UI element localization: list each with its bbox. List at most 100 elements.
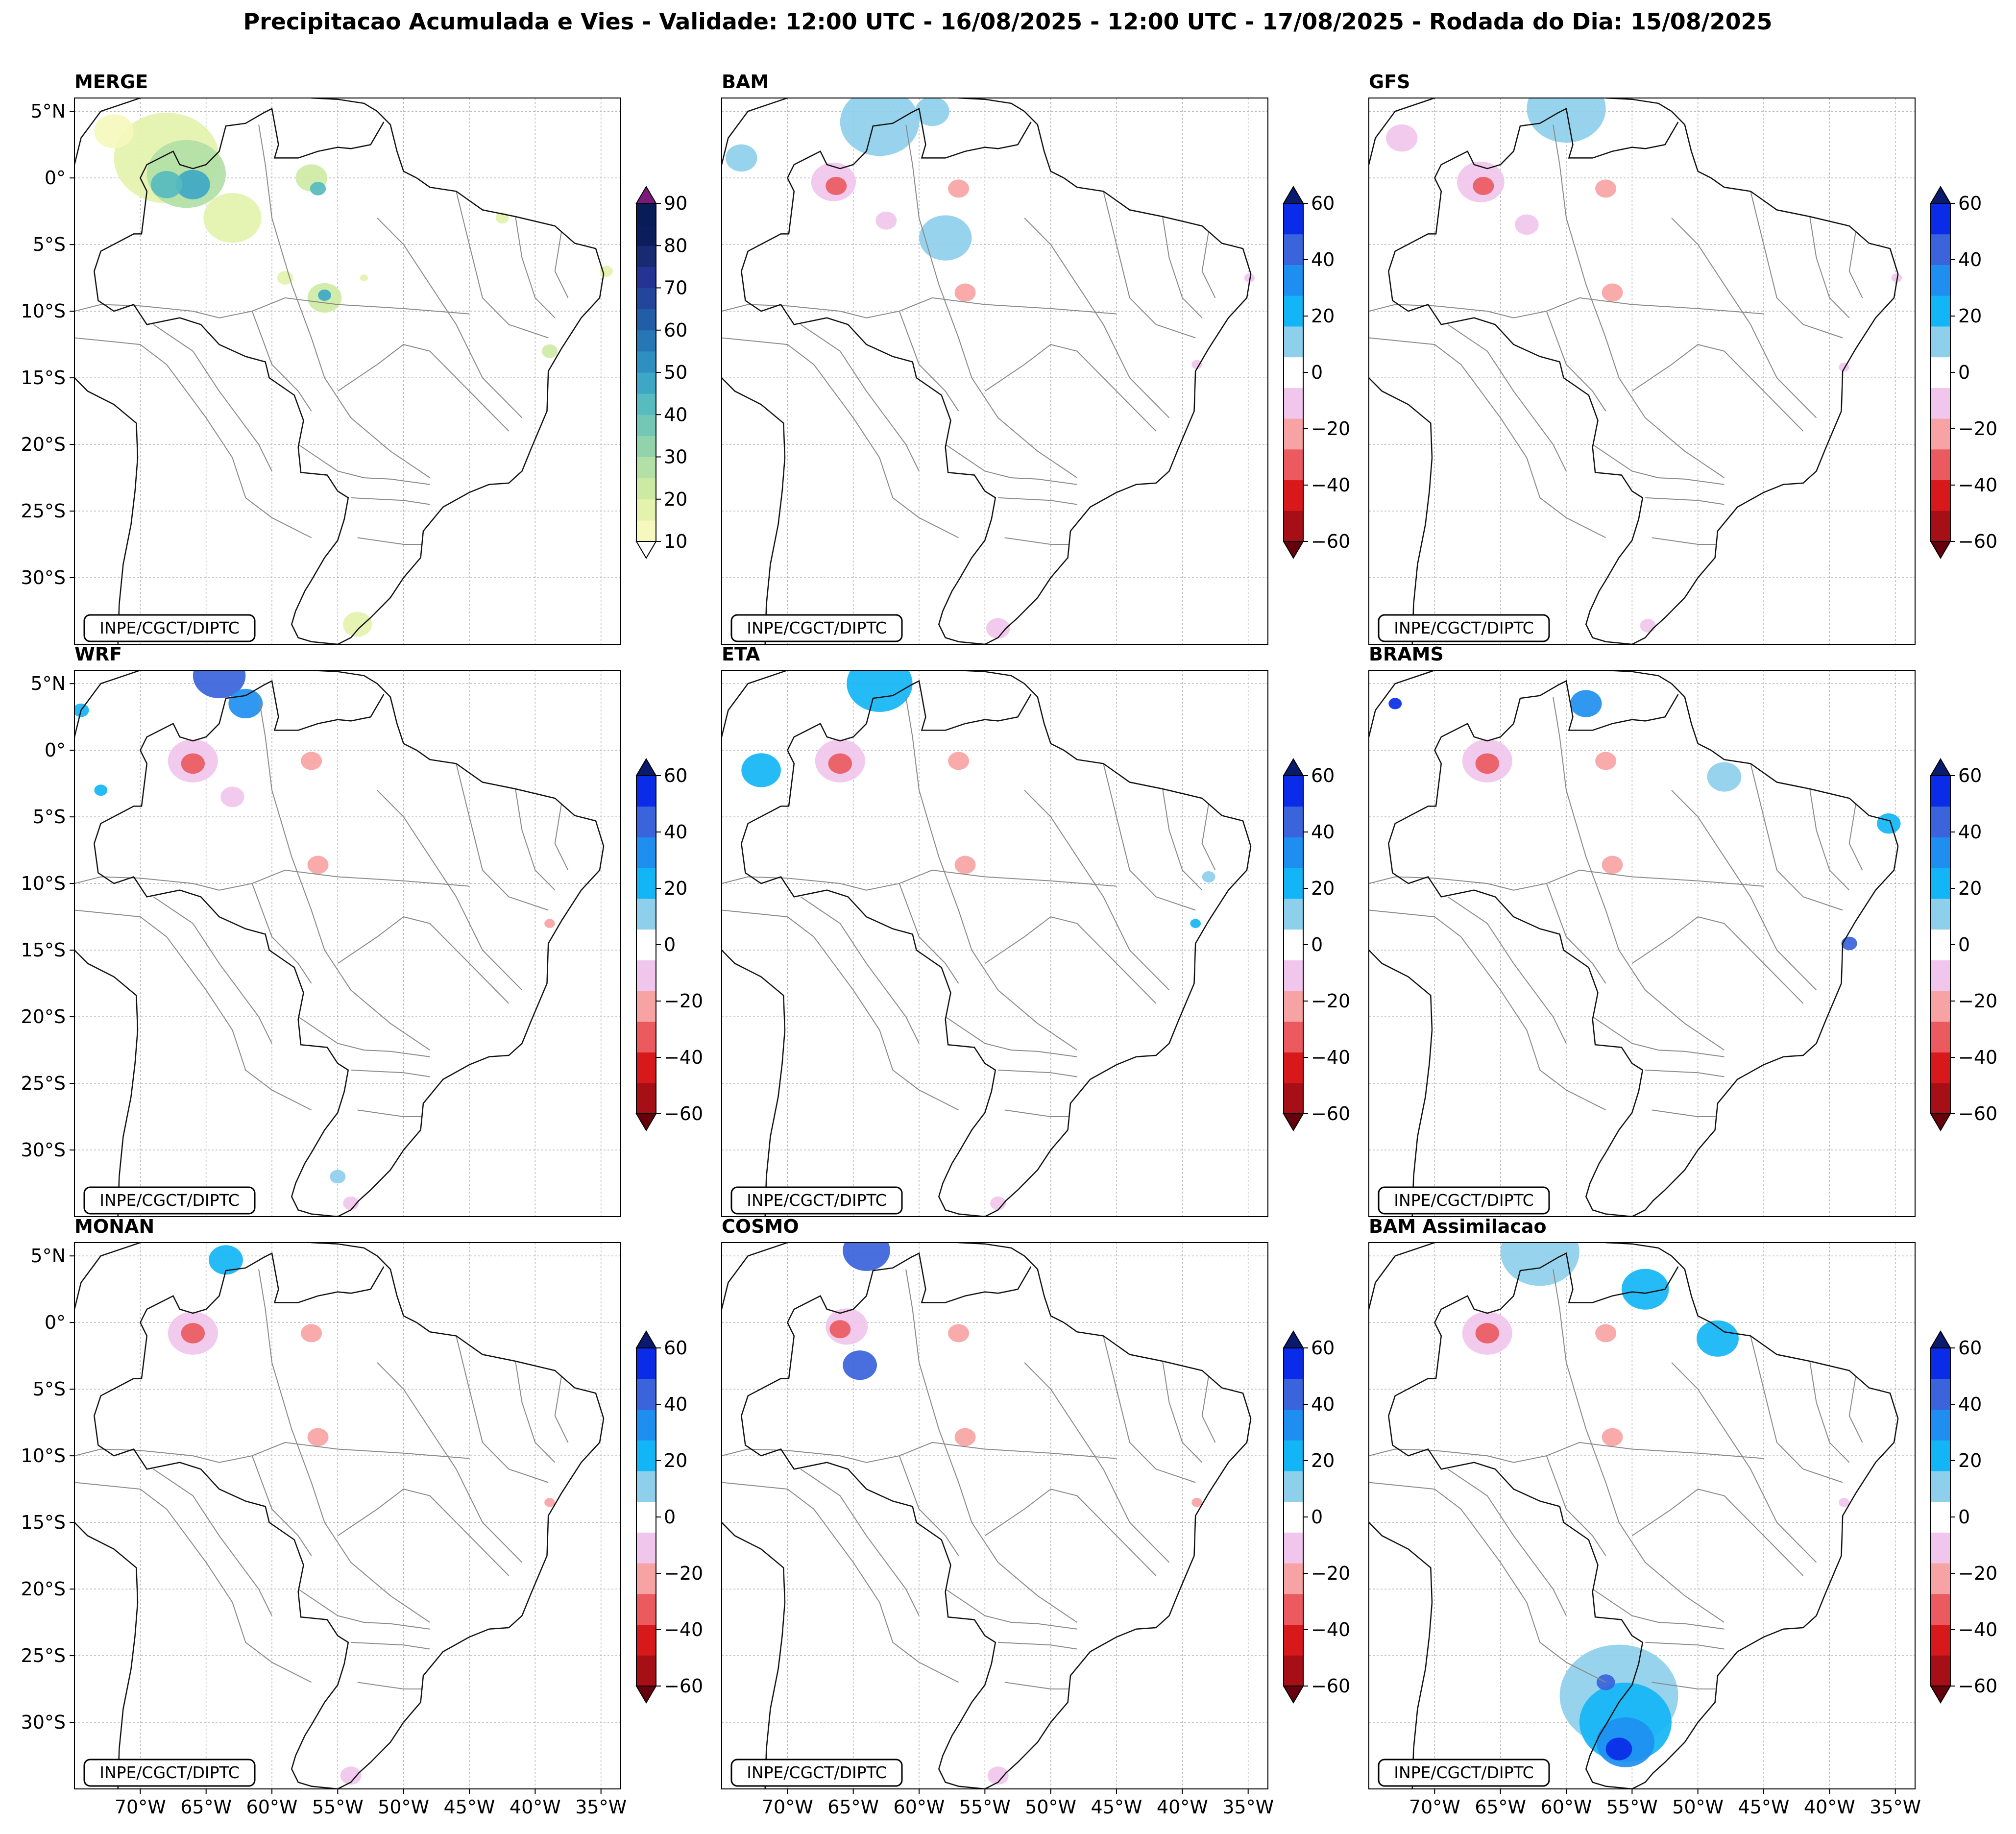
state-border bbox=[1024, 218, 1170, 418]
lon-tick-label: 45°W bbox=[444, 1796, 495, 1818]
colorbar-segment bbox=[1284, 991, 1303, 1022]
data-cell bbox=[1595, 752, 1617, 770]
colorbar-segment bbox=[1284, 1593, 1303, 1625]
state-border bbox=[1024, 790, 1170, 991]
colorbar-tick-label: −40 bbox=[664, 1047, 703, 1068]
colorbar-tick-label: −60 bbox=[1311, 1103, 1350, 1125]
pacific-coastline bbox=[722, 949, 786, 1217]
colorbar-segment bbox=[1284, 929, 1303, 960]
colorbar-tick-label: −60 bbox=[1311, 1675, 1350, 1697]
data-cell bbox=[1602, 1428, 1623, 1446]
pacific-coastline bbox=[1369, 377, 1433, 644]
state-border bbox=[1553, 1269, 1725, 1623]
colorbar-segment bbox=[1931, 388, 1950, 419]
credit-label: INPE/CGCT/DIPTC bbox=[1394, 1191, 1534, 1210]
data-cell bbox=[954, 1428, 976, 1446]
map-frame bbox=[1368, 1242, 1916, 1789]
colorbar-segment bbox=[636, 776, 656, 807]
colorbar-tick-label: 40 bbox=[664, 1394, 687, 1415]
colorbar-segment bbox=[636, 351, 656, 373]
map-frame bbox=[74, 1242, 621, 1789]
colorbar-segment bbox=[636, 1378, 656, 1410]
colorbar-segment bbox=[1931, 326, 1950, 358]
state-border bbox=[998, 497, 1077, 505]
state-border bbox=[1848, 803, 1863, 871]
colorbar-segment bbox=[1931, 991, 1950, 1022]
colorbar-tick-label: 20 bbox=[1311, 305, 1335, 327]
data-cell bbox=[1877, 813, 1901, 834]
coastline bbox=[1369, 1243, 1899, 1789]
map-frame bbox=[721, 1242, 1268, 1789]
state-border bbox=[258, 124, 430, 478]
state-border bbox=[153, 324, 272, 471]
lon-tick-label: 35°W bbox=[1870, 1796, 1921, 1818]
colorbar-tick-label: −20 bbox=[1311, 1563, 1350, 1584]
colorbar-segment bbox=[636, 499, 656, 521]
colorbar-tick-label: 30 bbox=[664, 446, 687, 468]
state-border bbox=[1546, 1455, 1606, 1556]
colorbar-segment bbox=[636, 1593, 656, 1625]
lon-tick-label: 70°W bbox=[762, 1796, 813, 1818]
colorbar-tick-label: −60 bbox=[1958, 531, 1997, 552]
data-cell bbox=[1602, 856, 1623, 874]
credit-label: INPE/CGCT/DIPTC bbox=[99, 618, 240, 637]
state-border bbox=[945, 1589, 1077, 1630]
data-cell bbox=[330, 1170, 346, 1184]
colorbar-segment bbox=[1931, 1409, 1950, 1441]
colorbar-segment bbox=[1284, 1501, 1303, 1533]
colorbar: −60 −40 −20 0 20 40 60 bbox=[635, 1330, 703, 1704]
state-border bbox=[1546, 883, 1606, 984]
data-cell bbox=[209, 1245, 243, 1275]
state-border bbox=[1631, 1489, 1804, 1576]
pacific-coastline bbox=[722, 1521, 786, 1789]
colorbar: −60 −40 −20 0 20 40 60 bbox=[1283, 1330, 1350, 1704]
credit-box bbox=[730, 614, 903, 642]
data-cell bbox=[1621, 1269, 1669, 1310]
state-border bbox=[351, 1069, 430, 1077]
map-area bbox=[722, 1243, 1268, 1789]
colorbar-segment bbox=[1284, 868, 1303, 899]
lat-tick-label: 20°S bbox=[21, 1578, 66, 1600]
colorbar-segment bbox=[1931, 1083, 1950, 1114]
map-panel-monan: MONAN INPE/CGCT/DIPTC 5°N 0° 5°S 10°S 15°S 20°S… bbox=[21, 1216, 704, 1818]
state-border bbox=[1369, 909, 1606, 1111]
state-border bbox=[153, 896, 272, 1044]
data-cell bbox=[741, 753, 781, 787]
colorbar-tick-label: 40 bbox=[664, 404, 687, 425]
lat-tick-label: 15°S bbox=[21, 367, 66, 389]
state-border bbox=[984, 344, 1157, 432]
colorbar: −60 −40 −20 0 20 40 60 bbox=[1283, 758, 1350, 1131]
credit-label: INPE/CGCT/DIPTC bbox=[1394, 1763, 1534, 1782]
colorbar-tick-label: 20 bbox=[1958, 1450, 1982, 1471]
coastline bbox=[722, 98, 1252, 644]
state-border bbox=[74, 337, 312, 538]
colorbar-segment bbox=[1284, 1409, 1303, 1441]
colorbar-segment bbox=[1931, 929, 1950, 960]
state-border bbox=[1369, 869, 1764, 891]
colorbar-tick-label: 20 bbox=[1311, 878, 1335, 899]
lon-tick-label: 55°W bbox=[312, 1796, 364, 1818]
colorbar-tick-label: −40 bbox=[664, 1619, 703, 1640]
credit-label: INPE/CGCT/DIPTC bbox=[747, 1763, 887, 1782]
lat-tick-label: 25°S bbox=[21, 1645, 66, 1666]
colorbar-tick-label: 0 bbox=[1311, 362, 1323, 383]
data-cell bbox=[94, 114, 134, 148]
colorbar-tick-label: 60 bbox=[1311, 193, 1335, 214]
lon-tick-label: 50°W bbox=[378, 1796, 429, 1818]
lat-tick-label: 20°S bbox=[21, 1006, 66, 1027]
coastline bbox=[722, 1243, 1252, 1789]
colorbar-segment bbox=[1931, 960, 1950, 991]
lon-tick-label: 55°W bbox=[1606, 1796, 1658, 1818]
map-area bbox=[1369, 670, 1915, 1217]
state-border bbox=[74, 1482, 312, 1683]
state-border bbox=[337, 344, 510, 432]
colorbar-tick-label: 60 bbox=[1958, 1337, 1982, 1359]
data-cell bbox=[600, 265, 613, 277]
pacific-coastline bbox=[74, 1521, 139, 1789]
state-border bbox=[899, 311, 959, 412]
lon-tick-label: 40°W bbox=[510, 1796, 561, 1818]
data-cell bbox=[726, 144, 757, 172]
lat-tick-label: 10°S bbox=[21, 1445, 66, 1467]
colorbar-segment bbox=[636, 806, 656, 837]
colorbar-segment bbox=[636, 457, 656, 479]
